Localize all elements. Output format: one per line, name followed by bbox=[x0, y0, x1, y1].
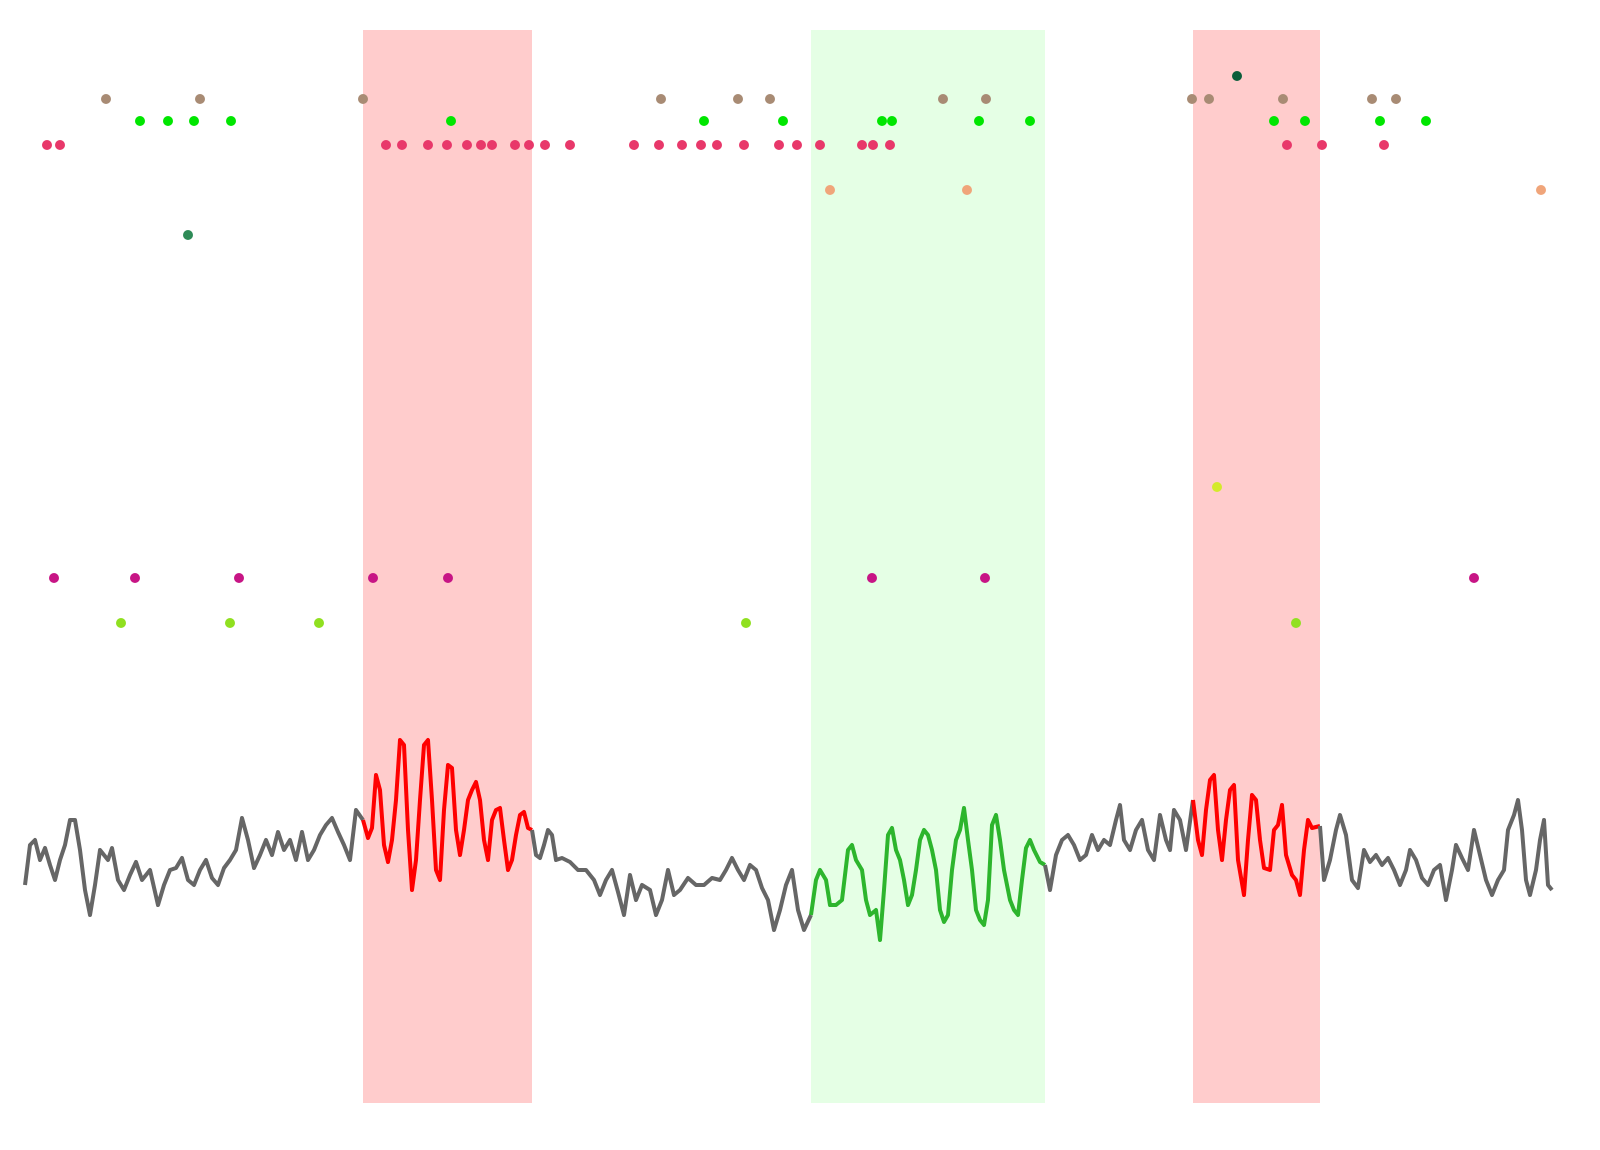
signal-trace bbox=[1191, 773, 1321, 897]
spike-dot bbox=[510, 140, 520, 150]
spike-dot bbox=[1391, 94, 1401, 104]
spike-dot bbox=[1204, 94, 1214, 104]
spike-dot bbox=[358, 94, 368, 104]
spike-dot bbox=[1212, 482, 1222, 492]
signal-trace bbox=[809, 806, 1047, 942]
spike-dot bbox=[183, 230, 193, 240]
spike-dot bbox=[234, 573, 244, 583]
spike-dot bbox=[55, 140, 65, 150]
spike-dot bbox=[442, 140, 452, 150]
highlight-span bbox=[363, 30, 532, 1103]
spike-dot bbox=[443, 573, 453, 583]
spike-dot bbox=[381, 140, 391, 150]
spike-dot bbox=[1269, 116, 1279, 126]
spike-dot bbox=[1291, 618, 1301, 628]
spike-dot bbox=[1282, 140, 1292, 150]
spike-dot bbox=[225, 618, 235, 628]
spike-dot bbox=[1469, 573, 1479, 583]
spike-dot bbox=[423, 140, 433, 150]
spike-dot bbox=[867, 573, 877, 583]
signal-trace bbox=[361, 738, 533, 892]
spike-dot bbox=[815, 140, 825, 150]
spike-dot bbox=[1375, 116, 1385, 126]
spike-dot bbox=[462, 140, 472, 150]
spike-dot bbox=[739, 140, 749, 150]
spike-dot bbox=[49, 573, 59, 583]
spike-dot bbox=[116, 618, 126, 628]
signal-trace bbox=[1043, 799, 1195, 892]
spike-dot bbox=[565, 140, 575, 150]
spike-dot bbox=[226, 116, 236, 126]
spike-dot bbox=[314, 618, 324, 628]
spike-dot bbox=[741, 618, 751, 628]
spike-dot bbox=[696, 140, 706, 150]
spike-dot bbox=[938, 94, 948, 104]
spike-dot bbox=[397, 140, 407, 150]
spike-dot bbox=[163, 116, 173, 126]
spike-dot bbox=[1300, 116, 1310, 126]
highlight-span bbox=[1193, 30, 1320, 1103]
spike-dot bbox=[1232, 71, 1242, 81]
spike-dot bbox=[774, 140, 784, 150]
spike-dot bbox=[524, 140, 534, 150]
spike-dot bbox=[1379, 140, 1389, 150]
spike-dot bbox=[629, 140, 639, 150]
spike-dot bbox=[368, 573, 378, 583]
spike-dot bbox=[885, 140, 895, 150]
spike-dot bbox=[195, 94, 205, 104]
spike-dot bbox=[857, 140, 867, 150]
spike-dot bbox=[1317, 140, 1327, 150]
spike-dot bbox=[868, 140, 878, 150]
spike-dot bbox=[962, 185, 972, 195]
spike-dot bbox=[712, 140, 722, 150]
spike-dot bbox=[540, 140, 550, 150]
spike-dot bbox=[101, 94, 111, 104]
spike-dot bbox=[974, 116, 984, 126]
spike-dot bbox=[825, 185, 835, 195]
spike-dot bbox=[1187, 94, 1197, 104]
spike-dot bbox=[1536, 185, 1546, 195]
spike-dot bbox=[654, 140, 664, 150]
spike-dot bbox=[42, 140, 52, 150]
spike-dot bbox=[1421, 116, 1431, 126]
spike-dot bbox=[130, 573, 140, 583]
signal-trace bbox=[530, 828, 813, 932]
spike-dot bbox=[1025, 116, 1035, 126]
spike-dot bbox=[981, 94, 991, 104]
spike-dot bbox=[887, 116, 897, 126]
spike-dot bbox=[699, 116, 709, 126]
spike-dot bbox=[877, 116, 887, 126]
spike-dot bbox=[1278, 94, 1288, 104]
spike-dot bbox=[792, 140, 802, 150]
spike-dot bbox=[765, 94, 775, 104]
spike-dot bbox=[476, 140, 486, 150]
spike-dot bbox=[733, 94, 743, 104]
spike-dot bbox=[487, 140, 497, 150]
spike-dot bbox=[778, 116, 788, 126]
highlight-span bbox=[811, 30, 1045, 1103]
signal-trace bbox=[23, 808, 365, 917]
spike-dot bbox=[446, 116, 456, 126]
spike-dot bbox=[677, 140, 687, 150]
spike-dot bbox=[1367, 94, 1377, 104]
signal-trace bbox=[1318, 798, 1554, 902]
spike-dot bbox=[135, 116, 145, 126]
spike-dot bbox=[980, 573, 990, 583]
spike-dot bbox=[656, 94, 666, 104]
spike-dot bbox=[189, 116, 199, 126]
